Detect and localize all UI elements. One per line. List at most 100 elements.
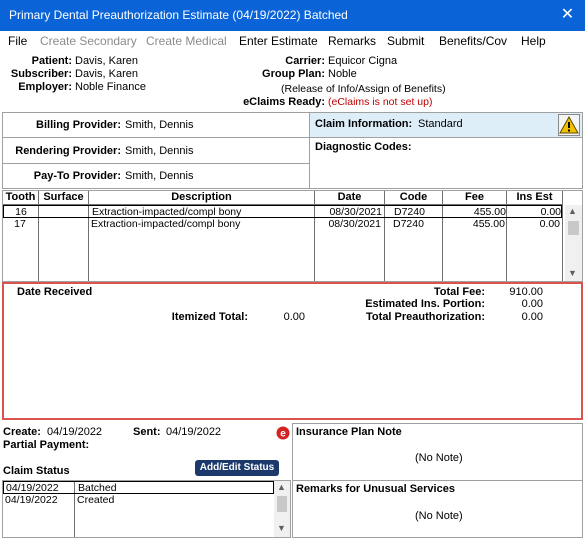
menu-enter-estimate[interactable]: Enter Estimate xyxy=(239,34,318,48)
close-button[interactable]: ✕ xyxy=(549,0,585,31)
total-fee-label: Total Fee: xyxy=(433,286,485,298)
row-ins-est: 0.00 xyxy=(540,206,561,218)
list-item[interactable]: 04/19/2022 Created xyxy=(3,494,274,507)
total-preauth-value: 0.00 xyxy=(521,311,543,323)
col-fee[interactable]: Fee xyxy=(443,191,507,205)
chevron-down-icon[interactable]: ▼ xyxy=(568,268,577,278)
eclaims-value: (eClaims is not set up) xyxy=(328,96,433,108)
grid-scrollbar[interactable]: ▲ ▼ xyxy=(565,205,582,281)
col-code[interactable]: Code xyxy=(385,191,443,205)
row-description: Extraction-impacted/compl bony xyxy=(91,218,241,230)
insurance-plan-note-value: (No Note) xyxy=(415,452,463,464)
subscriber-value: Davis, Karen xyxy=(75,68,138,80)
chevron-up-icon[interactable]: ▲ xyxy=(277,482,286,492)
date-received-label: Date Received xyxy=(17,286,93,298)
window-title: Primary Dental Preauthorization Estimate… xyxy=(9,8,348,22)
menu-create-medical[interactable]: Create Medical xyxy=(146,34,227,48)
row-tooth: 17 xyxy=(14,218,26,230)
create-value: 04/19/2022 xyxy=(47,426,103,438)
diagnostic-codes-label: Diagnostic Codes: xyxy=(315,141,412,153)
claim-status-panel: Create: 04/19/2022 Sent: 04/19/2022 e Pa… xyxy=(2,423,291,538)
itemized-total-value: 0.00 xyxy=(283,311,305,323)
row-ins-est: 0.00 xyxy=(539,218,560,230)
insurance-plan-note-label: Insurance Plan Note xyxy=(296,426,402,438)
warning-button[interactable] xyxy=(558,114,580,136)
title-bar: Primary Dental Preauthorization Estimate… xyxy=(0,0,585,31)
insurance-plan-note-box: Insurance Plan Note (No Note) xyxy=(292,423,583,481)
estimated-ins-value: 0.00 xyxy=(521,298,543,310)
create-label: Create: xyxy=(3,426,41,438)
remarks-label: Remarks for Unusual Services xyxy=(296,483,455,495)
group-plan-label: Group Plan: xyxy=(262,68,325,80)
menu-submit[interactable]: Submit xyxy=(387,34,425,48)
total-fee-value: 910.00 xyxy=(509,286,543,298)
menu-file[interactable]: File xyxy=(8,34,28,48)
row-code: D7240 xyxy=(393,218,424,230)
row-code: D7240 xyxy=(394,206,425,218)
claim-information-label: Claim Information: xyxy=(315,118,413,130)
group-plan-value: Noble xyxy=(328,68,357,80)
claim-information-row: Claim Information: Standard xyxy=(309,112,583,138)
employer-value: Noble Finance xyxy=(75,81,146,93)
payto-provider-label: Pay-To Provider: xyxy=(33,170,121,182)
claim-header: Patient: Davis, Karen Subscriber: Davis,… xyxy=(0,52,585,110)
rendering-provider-value: Smith, Dennis xyxy=(125,145,194,157)
scroll-thumb[interactable] xyxy=(568,221,579,235)
row-description: Extraction-impacted/compl bony xyxy=(92,206,242,218)
col-ins-est[interactable]: Ins Est xyxy=(507,191,563,205)
menu-benefits-cov[interactable]: Benefits/Cov xyxy=(439,34,508,48)
estimated-ins-label: Estimated Ins. Portion: xyxy=(365,298,485,310)
col-description[interactable]: Description xyxy=(89,191,315,205)
table-row[interactable]: 17 Extraction-impacted/compl bony 08/30/… xyxy=(3,218,562,231)
carrier-value: Equicor Cigna xyxy=(328,55,398,67)
rendering-provider-label: Rendering Provider: xyxy=(15,145,121,157)
billing-provider-value: Smith, Dennis xyxy=(125,119,194,131)
payto-provider-value: Smith, Dennis xyxy=(125,170,194,182)
procedure-grid: Tooth Surface Description Date Code Fee … xyxy=(2,190,583,282)
menu-create-secondary[interactable]: Create Secondary xyxy=(40,34,137,48)
subscriber-label: Subscriber: xyxy=(10,68,72,80)
remarks-box: Remarks for Unusual Services (No Note) xyxy=(292,480,583,538)
payto-provider-row: Pay-To Provider: Smith, Dennis xyxy=(2,163,310,189)
table-row[interactable]: 16 Extraction-impacted/compl bony 08/30/… xyxy=(3,205,562,218)
row-date: 08/30/2021 xyxy=(328,218,381,230)
menu-remarks[interactable]: Remarks xyxy=(328,34,377,48)
employer-label: Employer: xyxy=(18,81,72,93)
status-date: 04/19/2022 xyxy=(6,482,59,494)
total-preauth-label: Total Preauthorization: xyxy=(366,311,485,323)
row-fee: 455.00 xyxy=(473,206,506,218)
rendering-provider-row: Rendering Provider: Smith, Dennis xyxy=(2,137,310,164)
sent-value: 04/19/2022 xyxy=(166,426,222,438)
remarks-value: (No Note) xyxy=(415,510,463,522)
billing-provider-label: Billing Provider: xyxy=(36,119,121,131)
eclaims-label: eClaims Ready: xyxy=(243,96,325,108)
status-list: 04/19/2022 Batched 04/19/2022 Created ▲ … xyxy=(2,480,291,538)
row-surface xyxy=(39,218,87,231)
status-value: Created xyxy=(77,494,115,506)
carrier-label: Carrier: xyxy=(285,55,325,67)
release-note: (Release of Info/Assign of Benefits) xyxy=(281,83,446,95)
row-fee: 455.00 xyxy=(472,218,505,230)
menu-help[interactable]: Help xyxy=(521,34,546,48)
patient-value: Davis, Karen xyxy=(75,55,138,67)
sent-label: Sent: xyxy=(133,426,161,438)
list-item[interactable]: 04/19/2022 Batched xyxy=(3,481,274,494)
status-scrollbar[interactable]: ▲ ▼ xyxy=(274,481,290,537)
chevron-up-icon[interactable]: ▲ xyxy=(568,206,577,216)
eclaim-icon[interactable]: e xyxy=(276,426,290,440)
scroll-thumb[interactable] xyxy=(277,496,287,512)
diagnostic-codes-box: Diagnostic Codes: xyxy=(309,137,583,189)
svg-text:e: e xyxy=(280,429,286,440)
col-tooth[interactable]: Tooth xyxy=(3,191,39,205)
col-surface[interactable]: Surface xyxy=(39,191,89,205)
itemized-total-label: Itemized Total: xyxy=(171,311,248,323)
patient-label: Patient: xyxy=(31,55,72,67)
menu-bar: File Create Secondary Create Medical Ent… xyxy=(0,31,585,51)
status-date: 04/19/2022 xyxy=(5,494,58,506)
chevron-down-icon[interactable]: ▼ xyxy=(277,523,286,533)
col-date[interactable]: Date xyxy=(315,191,385,205)
billing-provider-row: Billing Provider: Smith, Dennis xyxy=(2,112,310,138)
add-edit-status-button[interactable]: Add/Edit Status xyxy=(195,460,279,476)
claim-information-value: Standard xyxy=(418,118,463,130)
warning-icon xyxy=(559,115,579,134)
